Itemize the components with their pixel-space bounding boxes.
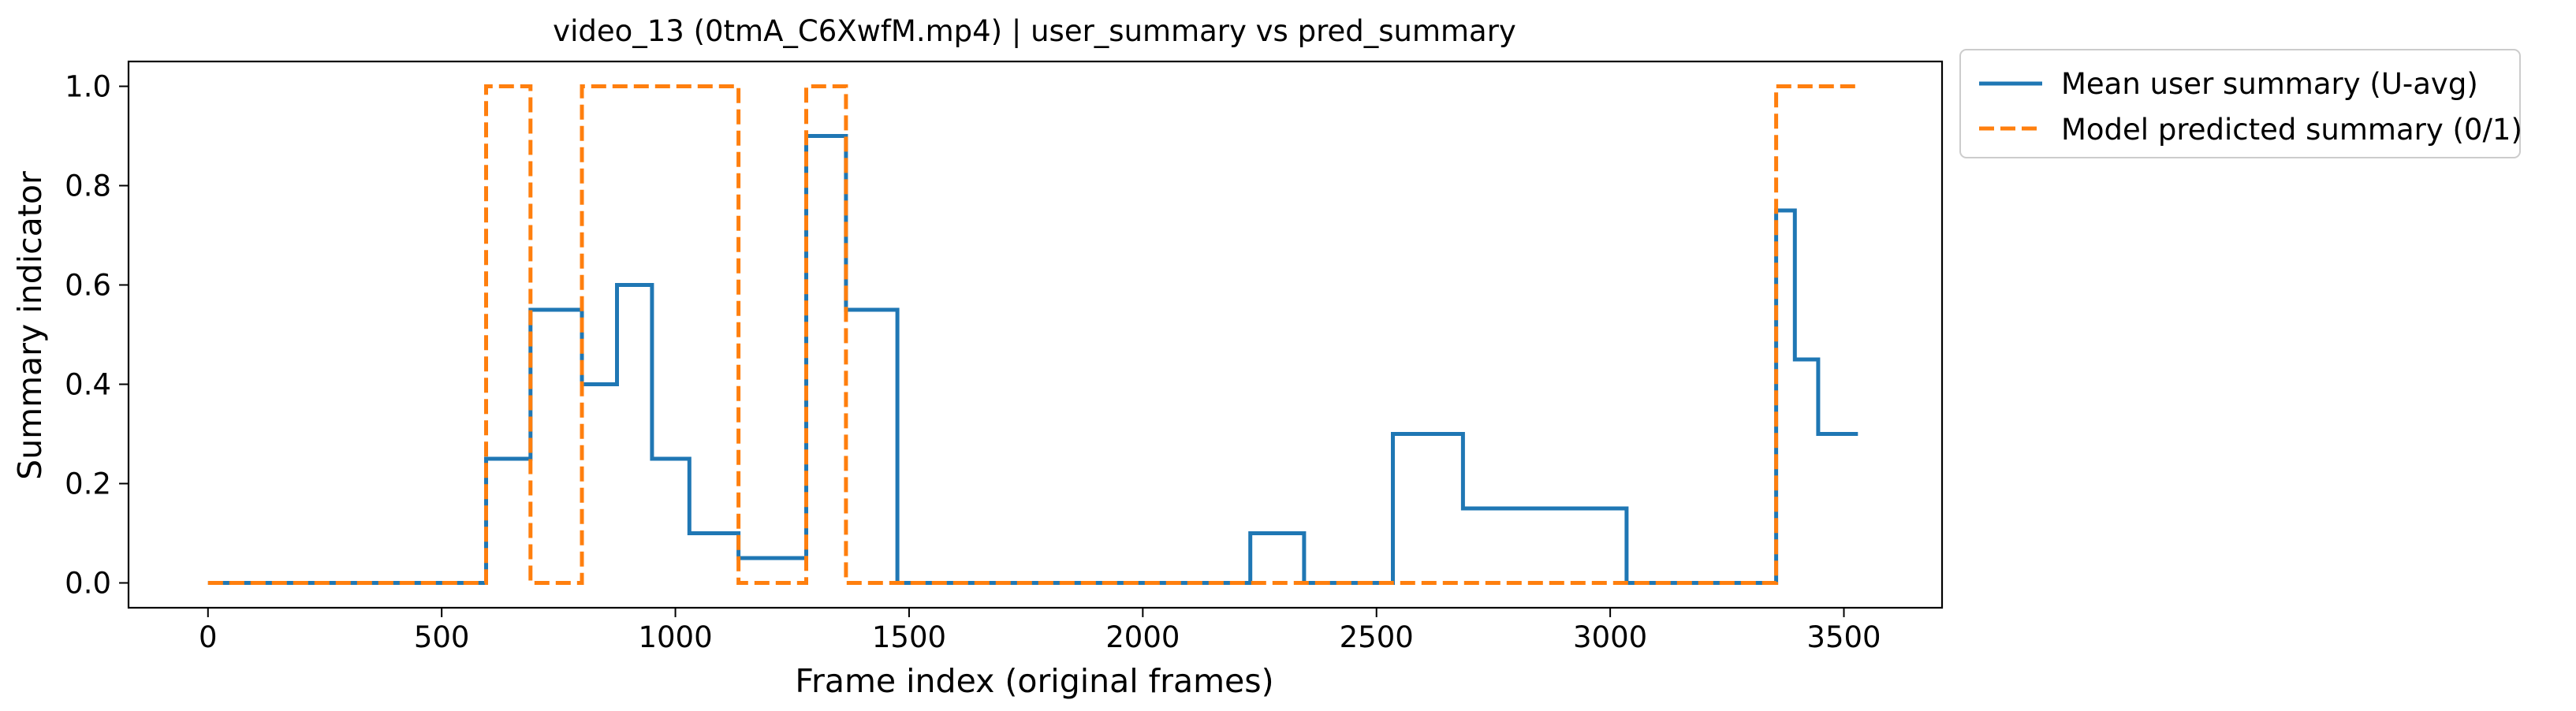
legend-label-user-summary: Mean user summary (U-avg) (2061, 67, 2478, 101)
x-tick-label: 2000 (1105, 620, 1180, 654)
y-tick-label: 1.0 (65, 70, 111, 104)
y-tick-label: 0.0 (65, 567, 111, 601)
legend: Mean user summary (U-avg) Model predicte… (1959, 49, 2522, 158)
y-tick-label: 0.4 (65, 368, 111, 402)
series-line-predicted-summary (207, 84, 1858, 585)
x-tick-label: 3500 (1806, 620, 1881, 654)
x-axis-label: Frame index (original frames) (795, 662, 1273, 700)
series-line-user-summary (207, 134, 1858, 585)
plot-area (207, 84, 1858, 585)
chart-title: video_13 (0tmA_C6XwfM.mp4) | user_summar… (553, 14, 1516, 48)
y-tick-label: 0.8 (65, 169, 111, 203)
x-tick-label: 1000 (638, 620, 712, 654)
y-tick-label: 0.2 (65, 467, 111, 501)
legend-box (1959, 49, 2521, 158)
x-tick-label: 3000 (1573, 620, 1647, 654)
y-tick-label: 0.6 (65, 269, 111, 303)
x-tick-label: 2500 (1340, 620, 1414, 654)
axis-ticks: 0 500 1000 1500 2000 2500 3000 3500 0.0 0.2 0.4 0.6… (65, 70, 1881, 655)
x-tick-label: 0 (199, 620, 218, 654)
y-axis-label: Summary indicator (11, 171, 49, 480)
x-tick-label: 1500 (872, 620, 946, 654)
x-tick-label: 500 (414, 620, 470, 654)
legend-label-predicted-summary: Model predicted summary (0/1) (2061, 113, 2522, 147)
plot-frame (127, 60, 1944, 609)
